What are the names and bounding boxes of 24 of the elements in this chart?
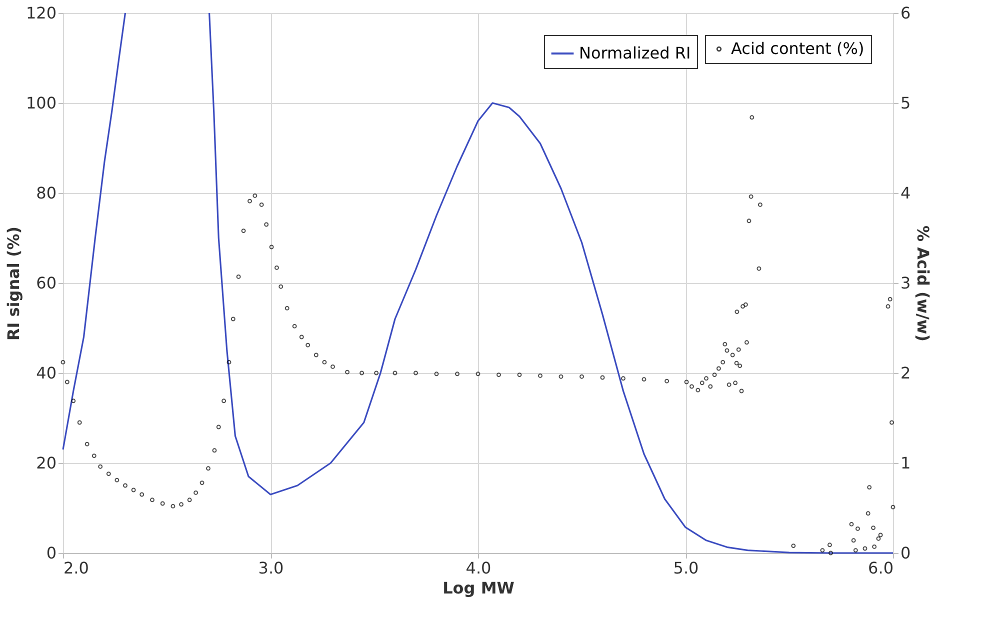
y2-tick-label: 5: [900, 94, 911, 112]
y2-tick-label: 2: [900, 364, 911, 382]
y-tick-label: 0: [46, 544, 56, 562]
y-tick-label: 120: [26, 4, 56, 22]
y-tick-label: 40: [36, 364, 56, 382]
y2-tick-label: 3: [900, 274, 911, 292]
y2-tick-label: 0: [900, 544, 911, 562]
x-axis-title: Log MW: [442, 578, 515, 598]
x-tick-label: 2.0: [64, 558, 89, 578]
legend-label: Normalized RI: [579, 44, 691, 62]
x-tick-label: 5.0: [673, 558, 699, 578]
y2-tick-label: 4: [900, 184, 911, 202]
y-tick-label: 60: [36, 274, 56, 292]
legend-label: Acid content (%): [731, 39, 864, 58]
y2-tick-label: 6: [900, 4, 911, 22]
y2-axis-title: % Acid (w/w): [914, 225, 933, 342]
y2-tick-label: 1: [900, 454, 911, 472]
y-tick-label: 100: [26, 94, 56, 112]
x-tick-label: 4.0: [466, 558, 492, 578]
y-tick-label: 20: [36, 454, 56, 472]
x-tick-label: 6.0: [868, 558, 894, 578]
x-tick-label: 3.0: [258, 558, 284, 578]
y-tick-label: 80: [36, 184, 56, 202]
y-axis-title: RI signal (%): [4, 226, 23, 341]
